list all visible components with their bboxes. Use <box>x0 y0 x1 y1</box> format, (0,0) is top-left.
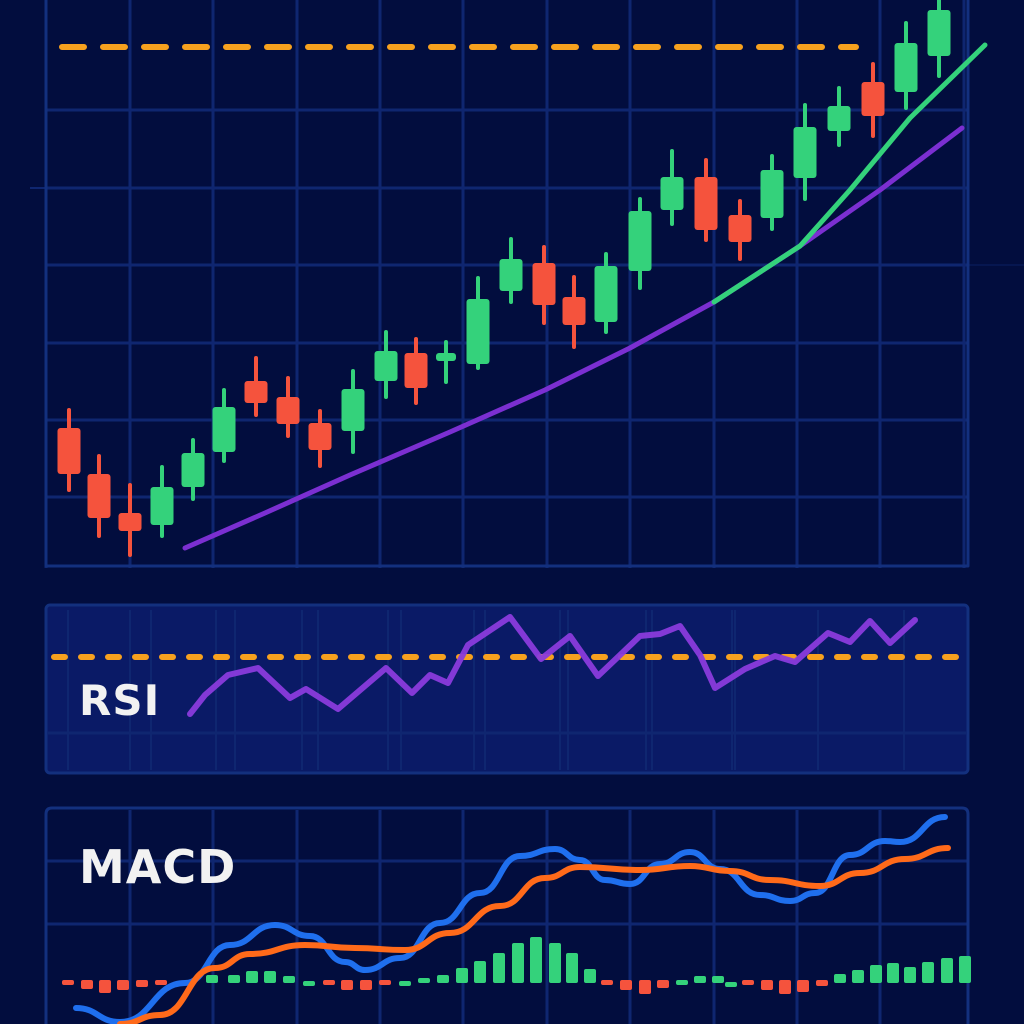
macd-histogram-bar <box>779 980 791 994</box>
macd-histogram-bar <box>81 980 93 989</box>
macd-histogram-bar <box>456 968 468 983</box>
macd-histogram-bar <box>155 980 167 985</box>
macd-histogram-bar <box>870 965 882 983</box>
candle-body <box>341 389 365 431</box>
macd-histogram-bar <box>959 956 971 983</box>
macd-histogram-bar <box>941 958 953 983</box>
macd-histogram-bar <box>566 953 578 983</box>
macd-histogram-bar <box>549 943 561 983</box>
candle-body <box>276 397 300 424</box>
macd-histogram-bar <box>816 980 828 986</box>
macd-histogram-bar <box>283 976 295 983</box>
candle-body <box>660 177 684 210</box>
candle-body <box>861 82 885 116</box>
macd-histogram-bar <box>323 980 335 985</box>
slow-moving-average-line <box>182 125 965 551</box>
rsi-panel <box>44 603 970 775</box>
macd-histogram-bar <box>360 980 372 990</box>
candle-body <box>212 407 236 452</box>
candle-body <box>532 263 556 305</box>
macd-histogram-bar <box>437 975 449 983</box>
macd-histogram-bar <box>399 981 411 986</box>
macd-histogram-bar <box>761 980 773 990</box>
candle-body <box>87 474 111 518</box>
macd-histogram-bar <box>228 975 240 983</box>
candle-body <box>244 381 268 403</box>
rsi-line <box>187 614 918 717</box>
macd-label: MACD <box>79 840 237 894</box>
macd-histogram-bar <box>712 976 724 983</box>
macd-histogram-bar <box>512 943 524 983</box>
macd-histogram-bar <box>904 967 916 983</box>
macd-histogram-bar <box>852 970 864 983</box>
candle-body <box>628 211 652 271</box>
candle-body <box>728 215 752 242</box>
macd-histogram-bar <box>379 980 391 985</box>
candle-body <box>57 428 81 474</box>
candle-body <box>927 10 951 56</box>
macd-histogram-bar <box>657 980 669 988</box>
macd-histogram-bar <box>418 978 430 983</box>
macd-histogram-bar <box>341 980 353 990</box>
macd-histogram-bar <box>601 980 613 985</box>
macd-histogram-bar <box>493 953 505 983</box>
macd-histogram-bar <box>725 982 737 987</box>
candle-body <box>894 43 918 92</box>
macd-histogram-bar <box>136 980 148 987</box>
macd-histogram-bar <box>922 962 934 983</box>
macd-histogram-bar <box>834 974 846 983</box>
candle-body <box>150 487 174 525</box>
macd-histogram-bar <box>264 971 276 983</box>
macd-histogram-bar <box>99 980 111 993</box>
fast-moving-average-line <box>711 42 988 305</box>
candle-body <box>594 266 618 322</box>
macd-histogram-bar <box>303 981 315 986</box>
candle-body <box>308 423 332 450</box>
macd-histogram-bar <box>474 961 486 983</box>
candle-body <box>466 299 490 364</box>
macd-histogram-bar <box>620 980 632 990</box>
candle-body <box>827 106 851 131</box>
macd-histogram-bar <box>530 937 542 983</box>
macd-histogram-bar <box>742 980 754 985</box>
candle-body <box>499 259 523 291</box>
candle-body <box>374 351 398 381</box>
candle-body <box>562 297 586 325</box>
candle-body <box>694 177 718 230</box>
candle-body <box>436 353 456 361</box>
macd-histogram-bar <box>246 971 258 983</box>
candle-body <box>793 127 817 178</box>
signal-line <box>117 845 951 1024</box>
macd-histogram-bar <box>117 980 129 990</box>
candle-body <box>181 453 205 487</box>
macd-line <box>73 814 948 1024</box>
candle-body <box>760 170 784 218</box>
macd-histogram-bar <box>694 976 706 983</box>
macd-histogram-bar <box>676 980 688 985</box>
rsi-label: RSI <box>79 676 161 725</box>
candle-body <box>118 513 142 531</box>
macd-histogram-bar <box>887 963 899 983</box>
candle-body <box>404 353 428 388</box>
macd-histogram-bar <box>797 980 809 992</box>
macd-histogram-bar <box>639 980 651 994</box>
main-panel-border <box>44 0 970 568</box>
macd-histogram-bar <box>62 980 74 985</box>
macd-panel-border <box>44 806 970 1024</box>
macd-histogram-bar <box>584 969 596 983</box>
macd-histogram-bar <box>206 975 218 983</box>
